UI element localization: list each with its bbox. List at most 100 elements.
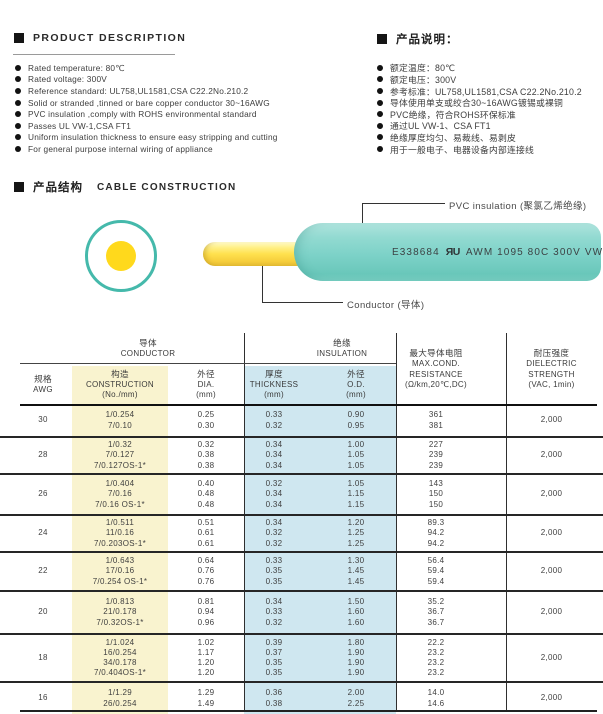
table-row-awg-26: 26 1/0.404 7/0.16 7/0.16 OS-1* 0.40 0.48 0.48 0… [0, 473, 603, 514]
cell-dielectric-value: 2,000 [540, 489, 563, 499]
cell-od-value: 1.05 [347, 450, 365, 460]
cell-od-value: 1.25 [347, 528, 365, 538]
product-description-heading-cn: 产品说明： [377, 31, 459, 47]
header-col-thickness: 厚度 THICKNESS (mm) [244, 366, 304, 404]
header-group-insulation-line: INSULATION [316, 349, 368, 358]
table-group-underline [20, 363, 396, 364]
header-col-od-line: O.D. [347, 379, 365, 389]
table-header-underline [20, 404, 597, 406]
description-item-cn-text: 用于一般电子、电器设备内部连接线 [390, 144, 534, 155]
cable-construction-heading: 产品结构 CABLE CONSTRUCTION [14, 179, 236, 195]
cell-od-value: 1.90 [347, 647, 365, 657]
cell-construction-value: 1/0.511 [105, 518, 135, 528]
cell-od-value: 1.20 [347, 518, 365, 528]
cell-dia-value: 0.38 [197, 450, 215, 460]
cell-dia-value: 1.02 [197, 637, 215, 647]
cell-thickness: 0.34 0.33 0.32 [244, 592, 304, 633]
cell-od-value: 1.05 [347, 460, 365, 470]
bullet-icon [377, 88, 383, 95]
cell-resistance-value: 94.2 [427, 528, 445, 538]
cell-resistance-value: 59.4 [427, 576, 445, 586]
product-description-heading: PRODUCT DESCRIPTION [14, 32, 186, 44]
cell-resistance-value: 35.2 [427, 597, 445, 607]
cell-resistance-value: 23.2 [427, 658, 445, 667]
cell-resistance-value: 56.4 [427, 556, 445, 566]
section-marker-icon [14, 33, 24, 43]
product-description-title: PRODUCT DESCRIPTION [33, 32, 187, 44]
header-col-construction-line: (No./mm) [102, 390, 138, 400]
cell-awg: 20 [20, 592, 66, 633]
cell-resistance-value: 361 [428, 410, 444, 420]
cell-dia: 0.51 0.61 0.61 [168, 516, 244, 551]
bullet-icon [377, 64, 383, 71]
insulation-columns-highlight [244, 366, 396, 714]
cell-resistance-value: 143 [428, 479, 444, 489]
bullet-icon [15, 122, 21, 129]
cell-resistance-value: 227 [428, 440, 444, 450]
cell-od-value: 1.90 [347, 668, 365, 678]
cell-thickness-value: 0.32 [265, 479, 283, 489]
description-item-cn-text: 额定电压：300V [390, 74, 457, 85]
cell-dia-value: 0.38 [197, 460, 215, 470]
description-item-cn: 参考标准：UL758,UL1581,CSA C22.2No.210.2 [377, 85, 582, 97]
header-col-od: 外径 O.D. (mm) [316, 366, 396, 404]
header-col-dielectric-line: STRENGTH [528, 369, 575, 379]
description-item-cn: 额定电压：300V [377, 74, 582, 86]
cell-od: 1.00 1.05 1.05 [316, 438, 396, 473]
table-vline-1 [244, 333, 245, 711]
cell-awg: 30 [20, 405, 66, 436]
cell-od: 2.00 2.25 [316, 683, 396, 714]
cell-dielectric: 2,000 [506, 592, 597, 633]
description-item-en: For general purpose internal wiring of a… [15, 143, 278, 155]
description-item-en-text: Rated temperature: 80℃ [28, 62, 125, 73]
header-col-awg: 规格 AWG [20, 366, 66, 404]
cell-thickness-value: 0.32 [265, 617, 283, 627]
cell-construction-value: 16/0.254 [103, 647, 137, 657]
header-col-dia-line: 外径 [197, 369, 215, 380]
cell-construction-value: 1/1.024 [105, 637, 135, 647]
header-group-insulation-line: 绝缘 [333, 338, 351, 349]
header-col-dia: 外径 DIA. (mm) [168, 366, 244, 404]
cell-construction-value: 21/0.178 [103, 607, 137, 617]
cell-resistance: 227 239 239 [396, 438, 476, 473]
header-col-od-line: (mm) [346, 390, 366, 400]
cell-dia-value: 0.30 [197, 420, 215, 430]
cell-od-value: 1.60 [347, 607, 365, 617]
cell-thickness-value: 0.34 [265, 440, 283, 450]
cell-resistance: 35.2 36.7 36.7 [396, 592, 476, 633]
cell-construction-value: 1/0.254 [105, 410, 135, 420]
description-item-cn-text: 参考标准：UL758,UL1581,CSA C22.2No.210.2 [390, 86, 582, 97]
cell-od: 1.30 1.45 1.45 [316, 553, 396, 590]
cell-dielectric: 2,000 [506, 516, 597, 551]
cell-dia: 0.25 0.30 [168, 405, 244, 436]
cell-construction-value: 34/0.178 [103, 658, 137, 667]
product-description-title-cn: 产品说明： [396, 34, 459, 46]
bullet-icon [377, 134, 383, 141]
bullet-icon [377, 146, 383, 153]
specification-table: 导体 CONDUCTOR 绝缘 INSULATION 规格 AWG 构造 CONSTRUCTI… [0, 333, 603, 714]
description-item-cn-text: 额定温度：80℃ [390, 63, 456, 74]
cell-dielectric: 2,000 [506, 553, 597, 590]
cell-dia-value: 0.64 [197, 556, 215, 566]
cell-dia-value: 0.48 [197, 499, 215, 509]
cell-thickness-value: 0.38 [265, 698, 283, 708]
header-col-resistance: 最大导体电阻 MAX.COND. RESISTANCE (Ω/km,20℃,DC) [396, 335, 476, 404]
cell-thickness: 0.34 0.34 0.34 [244, 438, 304, 473]
cell-construction: 1/0.254 7/0.10 [72, 405, 168, 436]
cell-awg: 26 [20, 475, 66, 514]
table-row-awg-18: 18 1/1.024 16/0.254 34/0.178 7/0.404OS-1* 1.0… [0, 633, 603, 681]
cell-resistance-value: 23.2 [427, 668, 445, 678]
product-description-list-cn: 额定温度：80℃ 额定电压：300V 参考标准：UL758,UL1581,CSA C… [377, 62, 582, 155]
cell-thickness-value: 0.37 [265, 647, 283, 657]
description-item-en-text: Rated voltage: 300V [28, 74, 107, 85]
cell-resistance: 89.3 94.2 94.2 [396, 516, 476, 551]
cell-thickness: 0.39 0.37 0.35 0.35 [244, 635, 304, 681]
cell-dia-value: 0.61 [197, 538, 215, 548]
table-vline-3 [506, 333, 507, 711]
cell-dia-value: 1.17 [197, 647, 215, 657]
description-item-en: Rated voltage: 300V [15, 74, 278, 86]
cell-thickness-value: 0.34 [265, 518, 283, 528]
description-item-en: Passes UL VW-1,CSA FT1 [15, 120, 278, 132]
cell-thickness-value: 0.34 [265, 450, 283, 460]
header-col-construction-line: 构造 [111, 369, 129, 380]
